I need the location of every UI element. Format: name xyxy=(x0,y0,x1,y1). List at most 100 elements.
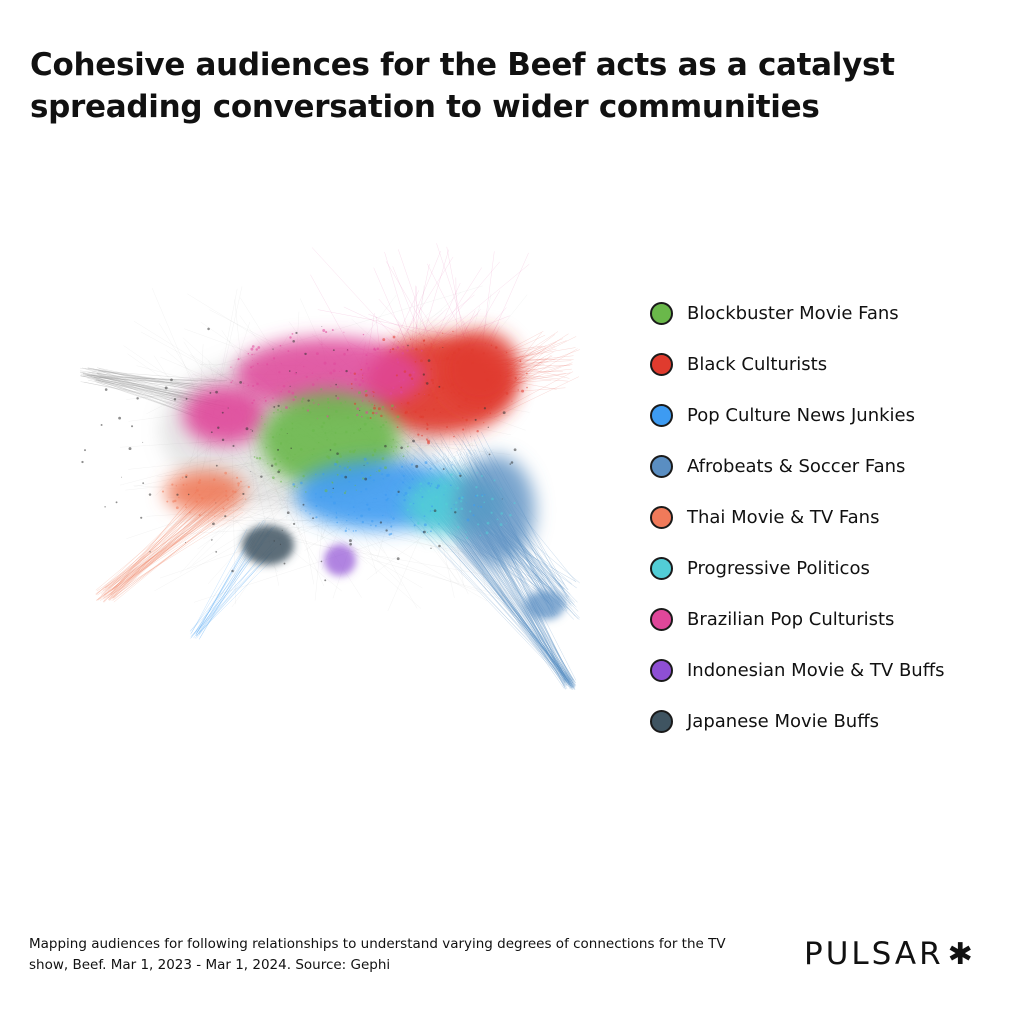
network-node xyxy=(384,444,387,448)
network-node xyxy=(289,336,292,339)
network-node xyxy=(390,516,392,518)
network-node xyxy=(390,525,393,528)
network-node xyxy=(430,368,433,371)
network-node xyxy=(336,386,339,389)
network-node xyxy=(483,422,485,424)
network-node xyxy=(412,439,415,443)
network-node xyxy=(385,498,388,502)
network-node xyxy=(421,496,424,498)
network-node xyxy=(330,385,332,387)
network-edge xyxy=(96,514,224,601)
network-node xyxy=(395,493,399,496)
network-node xyxy=(430,526,433,529)
network-node xyxy=(442,347,444,348)
network-node xyxy=(175,485,177,487)
network-edge xyxy=(103,509,207,603)
network-node xyxy=(470,352,472,354)
network-node xyxy=(302,407,305,410)
network-node xyxy=(329,449,332,451)
network-node xyxy=(414,411,417,413)
network-node xyxy=(231,490,235,493)
network-edge xyxy=(107,507,218,592)
network-node xyxy=(217,426,220,429)
network-node xyxy=(365,354,368,356)
network-node xyxy=(475,485,478,489)
network-node xyxy=(280,442,283,445)
network-node xyxy=(371,403,374,406)
network-node xyxy=(176,493,179,496)
network-node xyxy=(395,349,397,351)
network-node xyxy=(222,508,225,510)
network-node xyxy=(175,506,179,510)
network-node xyxy=(360,406,362,407)
network-node xyxy=(460,500,463,503)
network-node xyxy=(360,379,362,381)
network-node xyxy=(505,522,507,524)
network-node xyxy=(470,436,472,438)
network-edge xyxy=(96,513,206,592)
network-node xyxy=(488,453,491,456)
network-node xyxy=(407,494,409,496)
legend-item-thai-movie-tv-fans: Thai Movie & TV Fans xyxy=(650,492,945,543)
network-node xyxy=(250,471,252,472)
network-node xyxy=(187,493,190,496)
network-edge xyxy=(108,509,233,601)
network-edge xyxy=(194,491,541,614)
network-edge xyxy=(111,505,224,591)
network-node xyxy=(426,427,429,431)
network-node xyxy=(382,338,386,342)
network-node xyxy=(100,424,103,426)
network-node xyxy=(430,547,432,549)
network-edge xyxy=(102,504,233,600)
network-node xyxy=(368,400,370,402)
network-node xyxy=(465,418,468,422)
network-node xyxy=(272,357,276,360)
network-node xyxy=(370,524,372,527)
network-node xyxy=(436,511,440,515)
network-node xyxy=(329,495,333,499)
network-node xyxy=(486,521,490,525)
network-node xyxy=(457,348,461,351)
network-node xyxy=(252,384,255,387)
network-node xyxy=(423,523,427,527)
network-node xyxy=(316,418,318,420)
network-node xyxy=(305,375,308,379)
network-node xyxy=(287,390,291,393)
network-node xyxy=(382,423,385,427)
network-node xyxy=(509,463,512,465)
network-node xyxy=(309,459,311,461)
network-node xyxy=(454,511,457,514)
network-node xyxy=(361,415,363,418)
network-node xyxy=(320,496,323,499)
network-node xyxy=(279,543,281,545)
network-node xyxy=(264,396,266,399)
network-node xyxy=(395,374,398,377)
network-edge xyxy=(102,506,196,591)
network-node xyxy=(186,484,188,486)
network-node xyxy=(280,410,282,413)
network-node xyxy=(199,479,202,482)
network-node xyxy=(287,350,290,352)
cluster-black-culturists xyxy=(440,330,520,410)
network-node xyxy=(174,499,177,503)
network-edge xyxy=(199,552,249,639)
network-node xyxy=(360,514,364,518)
network-node xyxy=(364,393,368,397)
network-node xyxy=(237,484,240,487)
network-node xyxy=(419,489,422,492)
network-edge xyxy=(88,367,196,385)
network-node xyxy=(509,513,512,517)
network-node xyxy=(170,378,173,382)
network-node xyxy=(484,371,486,374)
legend-item-brazilian-pop-culturists: Brazilian Pop Culturists xyxy=(650,594,945,645)
network-node xyxy=(371,427,373,430)
network-node xyxy=(291,391,295,395)
network-node xyxy=(319,376,321,379)
network-node xyxy=(519,360,522,363)
network-node xyxy=(362,333,365,336)
network-node xyxy=(265,446,268,449)
network-node xyxy=(258,434,260,436)
network-node xyxy=(402,474,405,478)
network-node xyxy=(242,382,245,385)
network-node xyxy=(485,378,489,382)
